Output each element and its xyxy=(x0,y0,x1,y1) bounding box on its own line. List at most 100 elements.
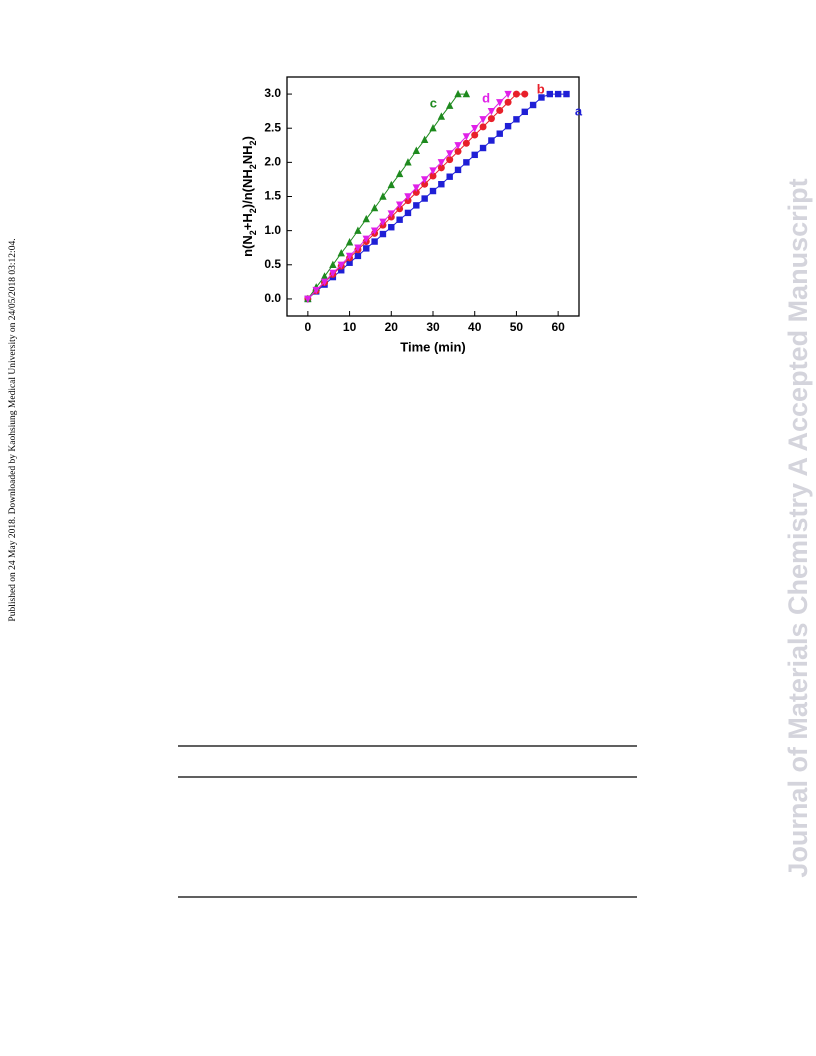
side-note: Published on 24 May 2018. Downloaded by … xyxy=(8,238,18,621)
y-axis-label-part: 2 xyxy=(248,230,258,235)
x-tick-label: 30 xyxy=(426,320,440,334)
marker xyxy=(529,101,537,109)
marker xyxy=(304,295,312,304)
chart: 0 10 20 30 40 50 60 0.0 0.5 1.0 1.5 2.0 2.5 3.0 Time (… xyxy=(240,76,583,354)
marker xyxy=(504,90,512,99)
marker xyxy=(437,159,446,167)
x-tick-label: 40 xyxy=(468,320,482,334)
marker xyxy=(471,131,479,139)
marker xyxy=(429,172,437,180)
marker xyxy=(513,116,520,123)
marker xyxy=(463,159,470,166)
marker xyxy=(496,130,503,137)
marker xyxy=(338,267,345,274)
x-tick-label: 0 xyxy=(305,320,312,334)
marker xyxy=(337,248,345,257)
series-label: d xyxy=(482,91,490,106)
y-axis-label-part: +H xyxy=(240,213,255,230)
marker xyxy=(362,235,370,244)
marker xyxy=(462,139,470,147)
x-tick-label: 60 xyxy=(551,320,565,334)
marker xyxy=(563,90,570,98)
marker xyxy=(446,173,453,180)
marker xyxy=(479,123,487,131)
marker xyxy=(538,94,545,101)
series-label: c xyxy=(430,96,437,111)
y-axis-label-part: )/n(NH xyxy=(240,169,255,208)
marker xyxy=(421,180,429,188)
marker xyxy=(488,137,495,144)
y-tick-label: 2.0 xyxy=(264,155,281,169)
marker xyxy=(420,176,429,184)
marker xyxy=(496,99,504,107)
y-axis-label-part: 2 xyxy=(248,208,258,213)
marker xyxy=(337,261,345,269)
marker xyxy=(404,193,412,201)
marker xyxy=(437,164,445,172)
marker xyxy=(404,158,412,166)
marker xyxy=(354,244,362,252)
marker xyxy=(379,218,387,226)
y-axis-label-part: n(N xyxy=(240,235,255,257)
marker xyxy=(379,230,387,238)
y-axis-label: n(N2+H2)/n(NH2NH2) xyxy=(240,136,258,257)
marker xyxy=(479,144,487,152)
marker xyxy=(554,90,562,98)
marker xyxy=(445,150,454,158)
marker xyxy=(454,89,462,98)
series-label: a xyxy=(575,104,583,119)
marker xyxy=(354,252,362,260)
marker xyxy=(487,115,495,123)
marker xyxy=(346,259,353,266)
marker xyxy=(345,238,354,246)
y-axis-label-part: 2 xyxy=(248,164,258,169)
marker xyxy=(379,192,387,200)
marker xyxy=(446,156,454,164)
marker xyxy=(395,201,404,209)
marker xyxy=(387,210,395,218)
x-tick-label: 50 xyxy=(510,320,524,334)
y-tick-label: 3.0 xyxy=(264,86,281,100)
marker xyxy=(438,181,445,188)
marker xyxy=(395,169,404,178)
marker xyxy=(546,90,553,98)
marker xyxy=(429,124,437,132)
marker xyxy=(320,278,329,287)
marker xyxy=(454,142,462,150)
x-tick-label: 10 xyxy=(343,320,357,334)
marker xyxy=(387,180,395,189)
marker xyxy=(496,106,504,114)
y-tick-label: 0.5 xyxy=(264,257,281,271)
marker xyxy=(462,89,471,98)
marker xyxy=(462,133,471,141)
marker xyxy=(504,98,512,106)
marker xyxy=(445,101,454,109)
marker xyxy=(412,188,420,196)
marker xyxy=(320,272,329,280)
marker xyxy=(471,125,479,133)
marker xyxy=(370,227,379,235)
marker xyxy=(413,202,420,209)
marker xyxy=(388,224,395,231)
y-tick-label: 1.0 xyxy=(264,223,281,237)
marker xyxy=(412,146,421,154)
y-tick-label: 1.5 xyxy=(264,189,281,203)
marker xyxy=(363,245,370,252)
marker xyxy=(504,122,512,130)
marker xyxy=(420,135,429,144)
marker xyxy=(396,216,403,223)
marker xyxy=(429,187,437,195)
marker xyxy=(370,203,379,212)
marker xyxy=(329,260,337,268)
marker xyxy=(329,269,337,278)
x-axis-label: Time (min) xyxy=(400,339,466,354)
series-label: b xyxy=(537,82,545,97)
marker xyxy=(412,184,421,192)
marker xyxy=(521,90,529,98)
marker xyxy=(454,147,462,155)
marker xyxy=(437,112,446,120)
marker xyxy=(512,90,520,98)
table-rules xyxy=(178,745,637,898)
marker xyxy=(312,286,320,295)
y-axis-label-part: 2 xyxy=(248,140,258,145)
